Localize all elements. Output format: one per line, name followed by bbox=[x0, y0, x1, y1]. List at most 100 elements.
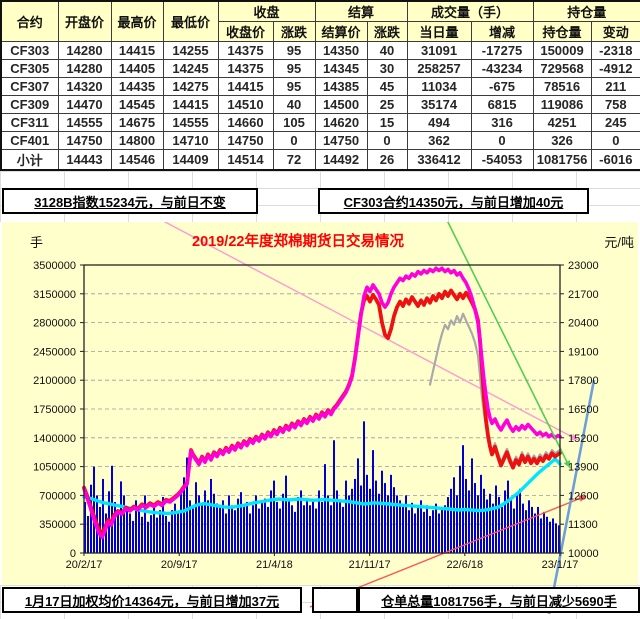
table-cell-contract: CF307 bbox=[0, 77, 59, 96]
left-axis-unit: 手 bbox=[30, 235, 43, 250]
table-cell-close: 14375 bbox=[217, 59, 274, 78]
table-row: 小计 14443 14546 14409 14514 72 14492 26 336412 -54… bbox=[0, 149, 640, 171]
svg-text:17800: 17800 bbox=[568, 375, 599, 387]
table-cell-close: 14750 bbox=[217, 131, 274, 150]
empty-box bbox=[312, 587, 358, 613]
table-cell-oi_chg: -4912 bbox=[590, 59, 640, 78]
x-axis-labels: 20/2/17 20/9/17 21/4/18 21/11/17 22/6/18 23/1… bbox=[66, 553, 578, 571]
svg-text:12600: 12600 bbox=[568, 490, 599, 502]
table-cell-settle: 14500 bbox=[314, 95, 368, 114]
table-cell-oi_chg: 211 bbox=[590, 77, 640, 96]
svg-text:1050000: 1050000 bbox=[33, 462, 76, 474]
svg-text:3150000: 3150000 bbox=[33, 289, 76, 301]
table-row: CF309 14470 14545 14415 14510 40 14500 25 35174 6… bbox=[0, 95, 640, 114]
table-cell-close: 14660 bbox=[217, 113, 274, 132]
table-cell-contract: CF311 bbox=[0, 113, 59, 132]
table-cell-low: 14275 bbox=[162, 77, 219, 96]
table-row: CF307 14320 14435 14275 14415 95 14385 45 11034-… bbox=[0, 77, 640, 96]
table-cell-settle: 14385 bbox=[314, 77, 368, 96]
table-cell-contract: CF309 bbox=[0, 95, 59, 114]
right-axis-unit: 元/吨 bbox=[604, 235, 634, 250]
table-cell-volume: 258257 bbox=[406, 59, 472, 78]
colgroup-settle: 结算 bbox=[314, 0, 408, 22]
svg-text:700000: 700000 bbox=[39, 490, 76, 502]
table-cell-close: 14510 bbox=[217, 95, 274, 114]
table-cell-volume: 11034 bbox=[406, 77, 472, 96]
table-cell-settle: 14620 bbox=[314, 113, 368, 132]
table-cell-close_chg: 105 bbox=[272, 113, 316, 132]
table-cell-high: 14800 bbox=[110, 131, 164, 150]
svg-text:21/4/18: 21/4/18 bbox=[256, 559, 293, 571]
cf303-status-box: CF303合约14350元，与前日增加40元 bbox=[318, 188, 589, 214]
magenta-price-line bbox=[82, 266, 562, 540]
table-cell-close_chg: 0 bbox=[272, 131, 316, 150]
table-cell-settle_chg: 45 bbox=[366, 77, 408, 96]
table-cell-volume: 35174 bbox=[406, 95, 472, 114]
green-trend-line-arrow bbox=[563, 460, 571, 468]
table-cell-settle_chg: 15 bbox=[366, 113, 408, 132]
table-sub-header-row: 收盘价 涨跌 结算价 涨跌 当日量 增减 持仓量 变动 bbox=[1, 21, 640, 42]
svg-text:1400000: 1400000 bbox=[33, 433, 76, 445]
warehouse-receipt-text: 仓单总量1081756手，与前日减少5690手 bbox=[381, 593, 617, 609]
table-cell-open: 14320 bbox=[57, 77, 112, 96]
svg-text:19100: 19100 bbox=[568, 346, 599, 358]
table-cell-volume_chg: -17275 bbox=[470, 41, 534, 60]
table-cell-low: 14409 bbox=[162, 149, 219, 171]
index-status-box: 3128B指数15234元，与前日不变 bbox=[2, 188, 258, 214]
table-group-header-row: 合约 开盘价 最高价 最低价 收盘 结算 成交量（手） 持仓量 bbox=[0, 0, 640, 42]
table-cell-volume: 31091 bbox=[406, 41, 472, 60]
col-close-price: 收盘价 bbox=[217, 21, 274, 42]
col-high: 最高价 bbox=[110, 0, 164, 42]
table-cell-settle_chg: 25 bbox=[366, 95, 408, 114]
table-cell-settle: 14492 bbox=[314, 149, 368, 171]
table-cell-oi: 729568 bbox=[532, 59, 592, 78]
svg-text:21/11/17: 21/11/17 bbox=[349, 559, 391, 571]
table-cell-contract: CF401 bbox=[0, 131, 59, 150]
pink-trend-line bbox=[163, 222, 579, 441]
table-cell-low: 14255 bbox=[162, 41, 219, 60]
table-cell-settle: 14350 bbox=[314, 41, 368, 60]
table-cell-open: 14750 bbox=[57, 131, 112, 150]
table-cell-low: 14555 bbox=[162, 113, 219, 132]
svg-text:22/6/18: 22/6/18 bbox=[446, 559, 483, 571]
svg-text:10000: 10000 bbox=[568, 548, 599, 560]
table-cell-open: 14280 bbox=[57, 59, 112, 78]
svg-text:16500: 16500 bbox=[568, 404, 599, 416]
svg-text:11300: 11300 bbox=[568, 519, 598, 531]
colgroup-close: 收盘 bbox=[217, 0, 316, 22]
col-volume-chg: 增减 bbox=[470, 21, 534, 42]
cf303-status-text: CF303合约14350元，与前日增加40元 bbox=[343, 194, 564, 210]
table-cell-open: 14470 bbox=[57, 95, 112, 114]
table-cell-oi: 119086 bbox=[532, 95, 592, 114]
col-close-chg: 涨跌 bbox=[272, 21, 316, 42]
table-cell-oi: 78516 bbox=[532, 77, 592, 96]
blue-trend-line bbox=[547, 379, 596, 615]
table-cell-volume: 336412 bbox=[406, 149, 472, 171]
svg-text:1750000: 1750000 bbox=[33, 404, 76, 416]
table-cell-close_chg: 72 bbox=[272, 149, 316, 171]
table-cell-volume_chg: 316 bbox=[470, 113, 534, 132]
table-cell-settle_chg: 30 bbox=[366, 59, 408, 78]
table-cell-settle: 14345 bbox=[314, 59, 368, 78]
svg-text:20/9/17: 20/9/17 bbox=[161, 559, 198, 571]
weighted-avg-box: 1月17日加权均价14364元，与前日增加37元 bbox=[2, 587, 302, 613]
table-cell-volume: 362 bbox=[406, 131, 472, 150]
colgroup-oi: 持仓量 bbox=[532, 0, 640, 22]
table-cell-high: 14675 bbox=[110, 113, 164, 132]
table-cell-oi: 326 bbox=[532, 131, 592, 150]
table-cell-settle_chg: 40 bbox=[366, 41, 408, 60]
col-day-volume: 当日量 bbox=[406, 21, 472, 42]
col-settle-chg: 涨跌 bbox=[366, 21, 408, 42]
weighted-avg-text: 1月17日加权均价14364元，与前日增加37元 bbox=[24, 593, 280, 609]
colgroup-volume: 成交量（手） bbox=[406, 0, 534, 22]
table-cell-volume_chg: 6815 bbox=[470, 95, 534, 114]
table-cell-low: 14710 bbox=[162, 131, 219, 150]
table-cell-settle_chg: 26 bbox=[366, 149, 408, 171]
red-trend-line-arrow bbox=[578, 495, 586, 502]
index-status-text: 3128B指数15234元，与前日不变 bbox=[34, 194, 226, 210]
col-low: 最低价 bbox=[162, 0, 219, 42]
table-cell-settle_chg: 0 bbox=[366, 131, 408, 150]
table-cell-high: 14546 bbox=[110, 149, 164, 171]
table-cell-close_chg: 95 bbox=[272, 41, 316, 60]
col-settle-price: 结算价 bbox=[314, 21, 368, 42]
